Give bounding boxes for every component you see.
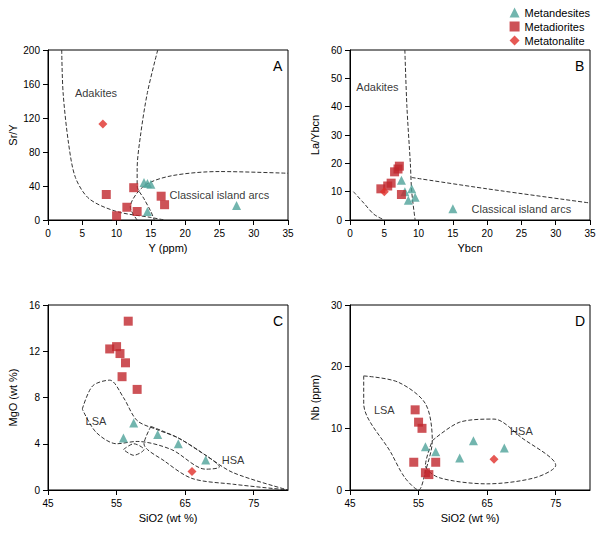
svg-text:8: 8	[34, 392, 40, 403]
svg-text:B: B	[575, 58, 584, 74]
svg-text:Classical island arcs: Classical island arcs	[170, 189, 270, 201]
svg-text:Adakites: Adakites	[75, 87, 118, 99]
svg-text:Sr/Y: Sr/Y	[7, 124, 19, 146]
svg-text:25: 25	[516, 228, 528, 239]
svg-text:Metatonalite: Metatonalite	[525, 35, 585, 47]
svg-text:30: 30	[331, 300, 343, 311]
svg-text:10: 10	[413, 228, 425, 239]
svg-text:55: 55	[111, 498, 123, 509]
svg-text:65: 65	[180, 498, 192, 509]
svg-text:60: 60	[331, 45, 343, 56]
svg-text:75: 75	[550, 498, 562, 509]
svg-text:75: 75	[248, 498, 260, 509]
svg-text:15: 15	[145, 228, 157, 239]
svg-text:HSA: HSA	[222, 454, 245, 466]
svg-text:30: 30	[248, 228, 260, 239]
svg-text:25: 25	[214, 228, 226, 239]
svg-text:45: 45	[344, 498, 356, 509]
svg-text:15: 15	[447, 228, 459, 239]
svg-text:A: A	[273, 58, 283, 74]
svg-text:Ybcn: Ybcn	[457, 242, 482, 254]
svg-text:0: 0	[336, 485, 342, 496]
svg-text:10: 10	[331, 423, 343, 434]
svg-text:Metandesites: Metandesites	[525, 7, 591, 19]
svg-text:20: 20	[331, 361, 343, 372]
svg-text:MgO (wt %): MgO (wt %)	[7, 368, 19, 426]
svg-text:200: 200	[23, 45, 40, 56]
svg-text:55: 55	[413, 498, 425, 509]
svg-text:40: 40	[29, 181, 41, 192]
svg-text:20: 20	[331, 158, 343, 169]
svg-text:0: 0	[45, 228, 51, 239]
svg-text:5: 5	[80, 228, 86, 239]
svg-text:35: 35	[584, 228, 596, 239]
svg-text:5: 5	[382, 228, 388, 239]
svg-text:SiO2 (wt %): SiO2 (wt %)	[139, 512, 198, 524]
svg-text:30: 30	[331, 130, 343, 141]
svg-text:0: 0	[34, 485, 40, 496]
svg-text:SiO2 (wt %): SiO2 (wt %)	[441, 512, 500, 524]
svg-text:35: 35	[282, 228, 294, 239]
svg-text:Y (ppm): Y (ppm)	[149, 242, 188, 254]
svg-text:16: 16	[29, 300, 41, 311]
svg-text:10: 10	[331, 186, 343, 197]
svg-text:50: 50	[331, 73, 343, 84]
svg-text:Nb (ppm): Nb (ppm)	[309, 375, 321, 421]
svg-text:0: 0	[34, 215, 40, 226]
svg-text:0: 0	[336, 215, 342, 226]
svg-text:45: 45	[42, 498, 54, 509]
svg-text:LSA: LSA	[86, 415, 107, 427]
svg-text:20: 20	[180, 228, 192, 239]
svg-text:12: 12	[29, 346, 41, 357]
svg-text:80: 80	[29, 147, 41, 158]
svg-text:LSA: LSA	[374, 404, 395, 416]
svg-text:Classical island arcs: Classical island arcs	[472, 203, 572, 215]
svg-text:160: 160	[23, 79, 40, 90]
svg-text:40: 40	[331, 101, 343, 112]
svg-text:30: 30	[550, 228, 562, 239]
svg-text:Adakites: Adakites	[356, 81, 399, 93]
svg-text:4: 4	[34, 438, 40, 449]
svg-text:20: 20	[482, 228, 494, 239]
svg-text:D: D	[575, 313, 585, 329]
svg-text:65: 65	[482, 498, 494, 509]
svg-text:10: 10	[111, 228, 123, 239]
svg-text:HSA: HSA	[510, 425, 533, 437]
svg-text:La/Ybcn: La/Ybcn	[309, 115, 321, 155]
svg-text:0: 0	[347, 228, 353, 239]
svg-text:120: 120	[23, 113, 40, 124]
svg-text:C: C	[273, 313, 283, 329]
svg-text:Metadiorites: Metadiorites	[525, 21, 585, 33]
